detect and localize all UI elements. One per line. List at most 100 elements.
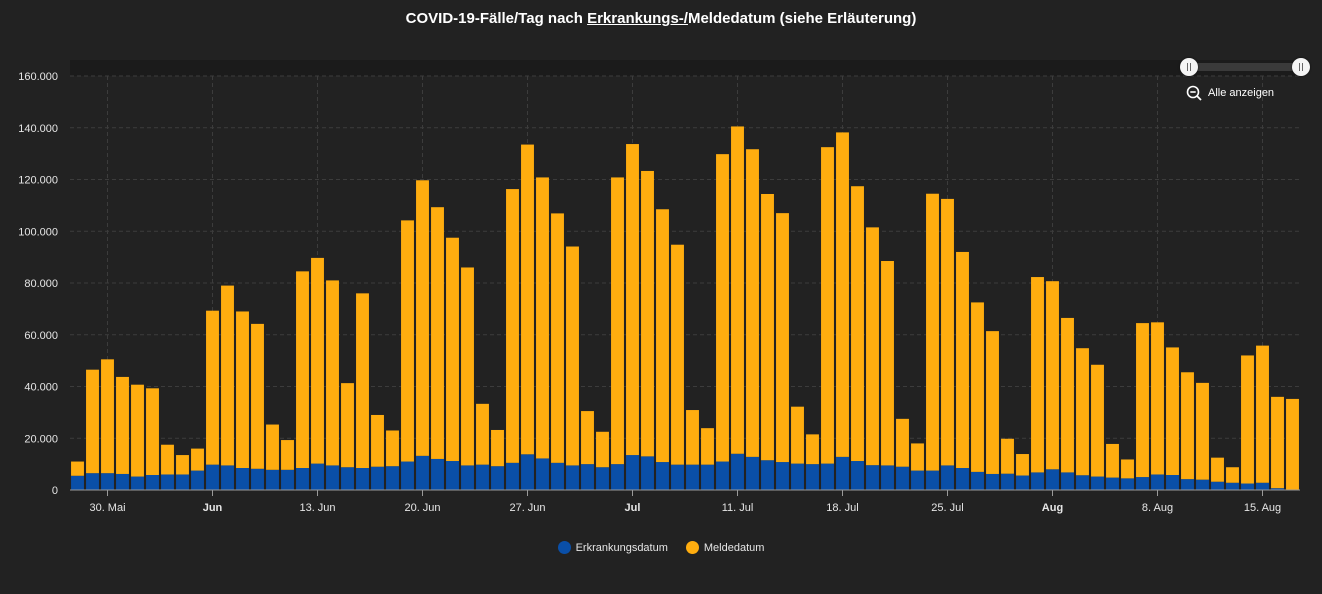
range-handle-left[interactable] — [1180, 58, 1198, 76]
bar-meldedatum — [1271, 396, 1284, 489]
bar-erkrankungsdatum — [521, 454, 534, 490]
bar-meldedatum — [821, 147, 834, 464]
bar-erkrankungsdatum — [236, 468, 249, 490]
bar-erkrankungsdatum — [821, 463, 834, 490]
y-tick-label: 120.000 — [18, 175, 58, 187]
bar-erkrankungsdatum — [401, 461, 414, 490]
range-track[interactable] — [1186, 63, 1304, 71]
bar-erkrankungsdatum — [1181, 479, 1194, 490]
zoom-reset-label: Alle anzeigen — [1208, 87, 1275, 99]
bar-meldedatum — [791, 406, 804, 464]
bar-erkrankungsdatum — [881, 465, 894, 490]
zoom-out-icon — [1186, 85, 1202, 101]
zoom-reset-button[interactable]: Alle anzeigen — [1186, 85, 1274, 101]
bar-erkrankungsdatum — [296, 468, 309, 490]
y-tick-label: 40.000 — [24, 382, 58, 394]
bar-meldedatum — [101, 359, 114, 474]
y-tick-label: 80.000 — [24, 278, 58, 290]
y-tick-label: 20.000 — [24, 433, 58, 445]
bar-meldedatum — [1256, 345, 1269, 483]
bar-meldedatum — [1031, 277, 1044, 473]
bar-erkrankungsdatum — [836, 456, 849, 490]
bar-meldedatum — [1136, 323, 1149, 478]
legend-item-erkrankung[interactable]: Erkrankungsdatum — [557, 541, 668, 554]
bar-meldedatum — [746, 149, 759, 457]
title-link[interactable]: Erkrankungs-/ — [587, 10, 688, 27]
bar-meldedatum — [1226, 467, 1239, 483]
bar-erkrankungsdatum — [956, 468, 969, 490]
bar-meldedatum — [1241, 355, 1254, 484]
bar-erkrankungsdatum — [1136, 477, 1149, 490]
bar-meldedatum — [431, 207, 444, 459]
range-slider[interactable] — [1180, 58, 1310, 76]
bar-erkrankungsdatum — [626, 455, 639, 490]
x-tick-label: Jun — [203, 502, 223, 514]
bar-meldedatum — [836, 132, 849, 457]
range-handle-right[interactable] — [1292, 58, 1310, 76]
bar-meldedatum — [626, 144, 639, 456]
bar-meldedatum — [1211, 457, 1224, 482]
bar-erkrankungsdatum — [1121, 478, 1134, 490]
bar-erkrankungsdatum — [251, 468, 264, 490]
bar-erkrankungsdatum — [131, 476, 144, 490]
bar-erkrankungsdatum — [686, 464, 699, 490]
bar-meldedatum — [236, 311, 249, 469]
bar-erkrankungsdatum — [1196, 479, 1209, 490]
legend-marker-melde — [685, 541, 699, 554]
bar-meldedatum — [221, 285, 234, 466]
bar-erkrankungsdatum — [1256, 482, 1269, 490]
y-tick-label: 140.000 — [18, 123, 58, 135]
bar-meldedatum — [311, 257, 324, 464]
bar-erkrankungsdatum — [1166, 474, 1179, 490]
x-tick-label: 25. Jul — [931, 502, 963, 514]
legend-item-melde[interactable]: Meldedatum — [685, 541, 764, 554]
bar-meldedatum — [1061, 317, 1074, 473]
bar-meldedatum — [536, 177, 549, 459]
bar-meldedatum — [671, 244, 684, 465]
bar-erkrankungsdatum — [311, 463, 324, 490]
bar-erkrankungsdatum — [266, 469, 279, 490]
bar-erkrankungsdatum — [1016, 475, 1029, 490]
bar-erkrankungsdatum — [221, 465, 234, 490]
bar-meldedatum — [896, 418, 909, 467]
bar-meldedatum — [866, 227, 879, 466]
y-axis: 0 20.000 40.000 60.000 80.000 100.000 120.000 1… — [18, 71, 58, 497]
bar-meldedatum — [656, 209, 669, 463]
bar-erkrankungsdatum — [491, 466, 504, 490]
bar-erkrankungsdatum — [71, 475, 84, 490]
bar-erkrankungsdatum — [506, 462, 519, 490]
legend: Erkrankungsdatum Meldedatum — [0, 541, 1322, 554]
title-suffix: Meldedatum (siehe Erläuterung) — [687, 10, 917, 27]
bar-erkrankungsdatum — [866, 465, 879, 490]
x-tick-label: 20. Jun — [404, 502, 440, 514]
bar-meldedatum — [761, 193, 774, 461]
bar-erkrankungsdatum — [341, 467, 354, 490]
bar-erkrankungsdatum — [371, 466, 384, 490]
bar-meldedatum — [1076, 348, 1089, 476]
bar-erkrankungsdatum — [116, 473, 129, 490]
bar-meldedatum — [1181, 372, 1194, 480]
bar-meldedatum — [581, 411, 594, 465]
bar-erkrankungsdatum — [1106, 477, 1119, 490]
title-prefix: COVID-19-Fälle/Tag nach — [405, 10, 588, 27]
bar-erkrankungsdatum — [581, 464, 594, 490]
bar-meldedatum — [806, 434, 819, 465]
bar-meldedatum — [416, 180, 429, 456]
bar-meldedatum — [176, 455, 189, 475]
bar-meldedatum — [881, 261, 894, 466]
bar-erkrankungsdatum — [656, 462, 669, 490]
bar-erkrankungsdatum — [1031, 472, 1044, 490]
bar-meldedatum — [1016, 454, 1029, 476]
bar-erkrankungsdatum — [476, 464, 489, 490]
bar-meldedatum — [1166, 347, 1179, 475]
bar-erkrankungsdatum — [791, 463, 804, 490]
bar-erkrankungsdatum — [536, 458, 549, 490]
bar-erkrankungsdatum — [671, 464, 684, 490]
bar-meldedatum — [1286, 398, 1299, 490]
y-tick-label: 100.000 — [18, 226, 58, 238]
bar-erkrankungsdatum — [566, 465, 579, 490]
x-tick-label: 18. Jul — [826, 502, 858, 514]
bar-meldedatum — [206, 310, 219, 465]
bar-meldedatum — [1121, 459, 1134, 479]
